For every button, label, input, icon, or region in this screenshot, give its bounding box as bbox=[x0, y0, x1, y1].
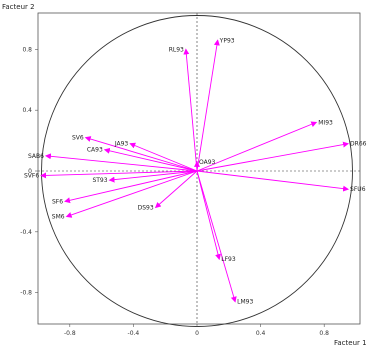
arrow-ja93 bbox=[129, 142, 198, 172]
x-tick-label: 0.4 bbox=[256, 330, 266, 337]
arrow-yp93 bbox=[196, 39, 220, 172]
label-svf6: SVF6 bbox=[24, 173, 39, 180]
label-ca93: CA93 bbox=[87, 147, 103, 154]
arrow-mi93 bbox=[196, 121, 318, 172]
y-tick-label: -0.4 bbox=[20, 229, 32, 236]
y-tick-label: 0 bbox=[28, 168, 32, 175]
label-rl93: RL93 bbox=[169, 46, 184, 53]
label-sab6: SAB6 bbox=[28, 153, 44, 160]
arrow-sm6 bbox=[65, 170, 198, 218]
label-ds93: DS93 bbox=[138, 204, 154, 211]
label-ja93: JA93 bbox=[114, 141, 129, 148]
label-oa93: OA93 bbox=[199, 159, 216, 166]
x-tick-label: -0.4 bbox=[128, 330, 140, 337]
arrow-sfu6 bbox=[196, 170, 350, 192]
arrow-ca93 bbox=[103, 147, 198, 172]
arrow-sab6 bbox=[44, 153, 198, 172]
arrow-dr66 bbox=[196, 141, 350, 172]
arrow-sv6 bbox=[84, 136, 198, 172]
label-sf6: SF6 bbox=[52, 198, 63, 205]
x-ticks: -0.8 -0.4 0 0.4 0.8 bbox=[64, 324, 329, 337]
label-mi93: MI93 bbox=[318, 119, 333, 126]
label-yp93: YP93 bbox=[219, 37, 235, 44]
label-lf93: LF93 bbox=[221, 256, 236, 263]
label-lm93: LM93 bbox=[237, 299, 253, 306]
arrow-rl93 bbox=[183, 48, 198, 172]
label-sfu6: SFU6 bbox=[350, 186, 366, 193]
arrow-st93 bbox=[108, 170, 198, 183]
x-tick-label: 0.8 bbox=[319, 330, 329, 337]
variable-arrows bbox=[40, 39, 350, 303]
arrow-lf93 bbox=[196, 170, 221, 261]
x-tick-label: -0.8 bbox=[64, 330, 76, 337]
arrow-lm93 bbox=[196, 170, 237, 303]
y-tick-label: 0.4 bbox=[22, 107, 32, 114]
label-sv6: SV6 bbox=[72, 135, 84, 142]
y-tick-label: 0.8 bbox=[22, 46, 32, 53]
y-axis-title: Facteur 2 bbox=[2, 3, 35, 11]
label-st93: ST93 bbox=[92, 177, 107, 184]
x-axis-title: Facteur 1 bbox=[334, 339, 367, 347]
x-tick-label: 0 bbox=[195, 330, 199, 337]
arrow-ds93 bbox=[154, 170, 198, 209]
y-tick-label: -0.8 bbox=[20, 290, 32, 297]
arrow-sf6 bbox=[64, 170, 198, 204]
arrow-svf6 bbox=[40, 170, 198, 179]
y-ticks: 0.8 0.4 0 -0.4 -0.8 bbox=[20, 46, 38, 297]
label-dr66: DR66 bbox=[350, 141, 367, 148]
label-sm6: SM6 bbox=[52, 214, 65, 221]
plot-frame bbox=[37, 12, 361, 325]
